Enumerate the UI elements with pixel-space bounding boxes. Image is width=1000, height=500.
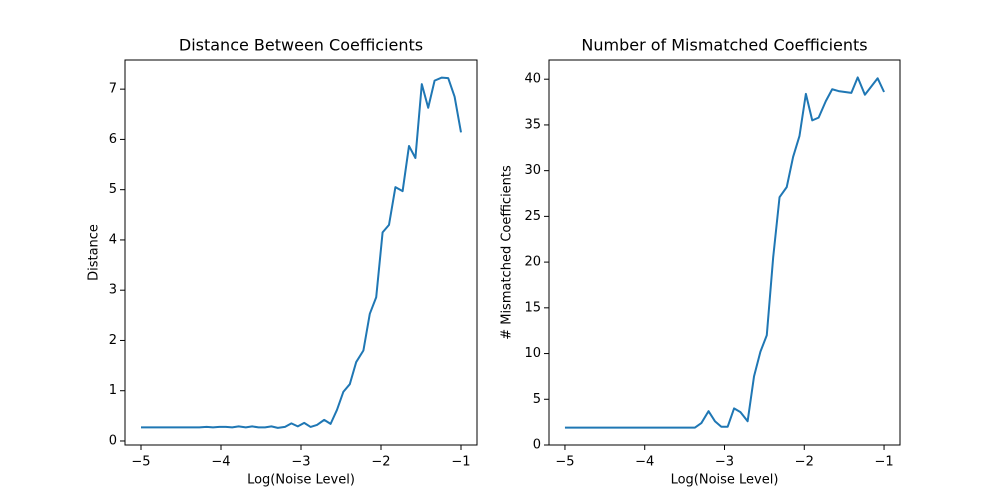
y-tick-label: 20 bbox=[524, 255, 541, 270]
x-axis-label: Log(Noise Level) bbox=[247, 473, 355, 488]
y-tick-label: 7 bbox=[109, 82, 117, 97]
x-tick-label: −5 bbox=[555, 455, 574, 470]
x-tick-label: −3 bbox=[715, 455, 734, 470]
x-tick-label: −3 bbox=[291, 455, 310, 470]
y-tick-label: 35 bbox=[524, 117, 541, 132]
y-tick-label: 40 bbox=[524, 72, 541, 87]
y-tick-label: 30 bbox=[524, 163, 541, 178]
chart-title: Number of Mismatched Coefficients bbox=[581, 36, 867, 55]
y-tick-label: 10 bbox=[524, 346, 541, 361]
y-tick-label: 4 bbox=[109, 232, 117, 247]
y-tick-label: 0 bbox=[533, 438, 541, 453]
y-tick-label: 5 bbox=[109, 182, 117, 197]
x-tick-label: −5 bbox=[131, 455, 150, 470]
y-tick-label: 3 bbox=[109, 283, 117, 298]
data-line bbox=[564, 76, 885, 429]
x-tick-label: −4 bbox=[635, 455, 654, 470]
y-tick-label: 25 bbox=[524, 209, 541, 224]
subplot: Distance Between Coefficients Log(Noise L… bbox=[87, 36, 478, 488]
x-tick-label: −4 bbox=[211, 455, 230, 470]
x-tick-label: −1 bbox=[451, 455, 470, 470]
x-tick-label: −1 bbox=[874, 455, 893, 470]
y-tick-label: 0 bbox=[109, 433, 117, 448]
data-line bbox=[141, 76, 462, 429]
axes-frame bbox=[548, 59, 901, 446]
x-tick-label: −2 bbox=[371, 455, 390, 470]
x-tick-label: −2 bbox=[795, 455, 814, 470]
y-tick-label: 6 bbox=[109, 132, 117, 147]
y-tick-label: 5 bbox=[533, 392, 541, 407]
y-axis-label: # Mismatched Coefficients bbox=[500, 165, 515, 340]
y-tick-label: 1 bbox=[109, 383, 117, 398]
y-tick-label: 2 bbox=[109, 333, 117, 348]
x-axis-label: Log(Noise Level) bbox=[671, 473, 779, 488]
axes-frame bbox=[124, 59, 478, 446]
chart-title: Distance Between Coefficients bbox=[179, 36, 423, 55]
subplot: Number of Mismatched Coefficients Log(Noi… bbox=[500, 36, 901, 488]
y-axis-label: Distance bbox=[87, 224, 102, 281]
y-tick-label: 15 bbox=[524, 300, 541, 315]
